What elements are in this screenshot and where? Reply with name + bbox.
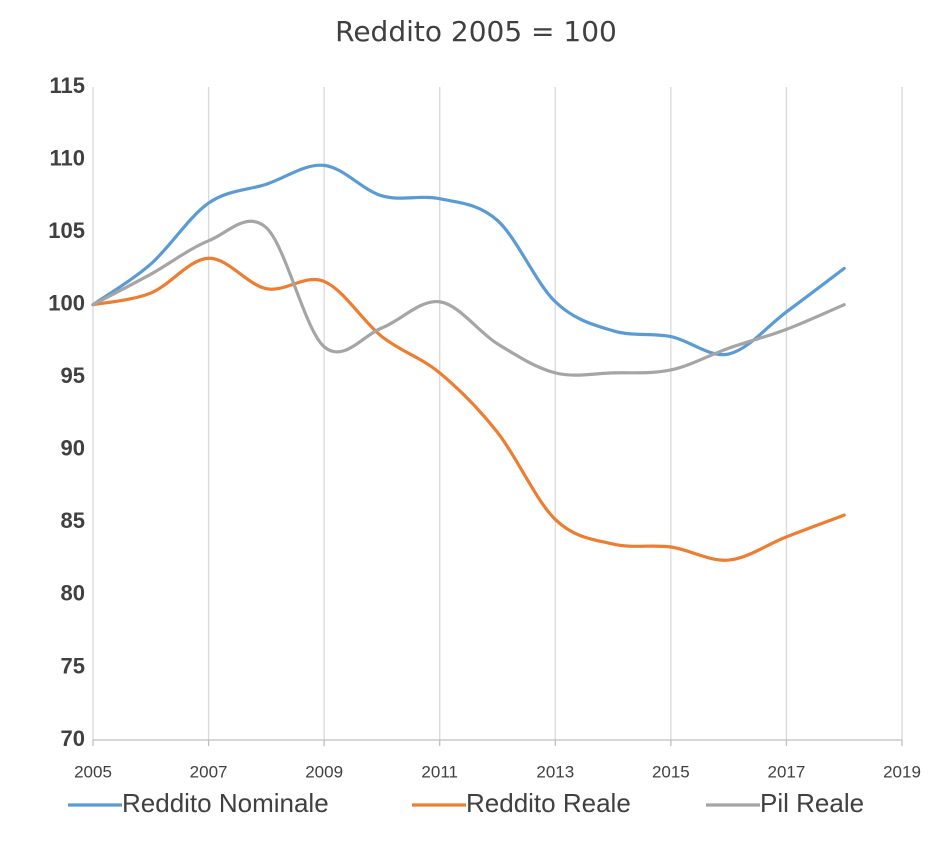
legend-label: Reddito Nominale <box>122 788 329 818</box>
x-tick-label: 2011 <box>421 762 458 781</box>
legend-label: Pil Reale <box>760 788 864 818</box>
series-line <box>91 163 846 357</box>
legend-label: Reddito Reale <box>466 788 631 818</box>
x-tick-label: 2005 <box>74 762 112 781</box>
y-tick-label: 80 <box>61 581 85 606</box>
y-tick-label: 115 <box>50 73 86 98</box>
y-tick-label: 85 <box>61 508 85 533</box>
y-tick-label: 110 <box>50 145 86 170</box>
y-tick-label: 75 <box>61 653 85 678</box>
series-line <box>91 219 846 377</box>
y-tick-label: 100 <box>48 290 85 315</box>
x-tick-label: 2009 <box>305 762 343 781</box>
y-tick-label: 90 <box>61 436 85 461</box>
x-tick-label: 2019 <box>883 762 921 781</box>
chart-title: Reddito 2005 = 100 <box>335 15 617 48</box>
x-tick-label: 2015 <box>652 762 690 781</box>
x-tick-label: 2013 <box>536 762 574 781</box>
y-tick-label: 70 <box>61 726 85 751</box>
y-tick-label: 95 <box>61 363 85 388</box>
x-tick-label: 2017 <box>768 762 806 781</box>
y-tick-label: 105 <box>48 218 85 243</box>
x-tick-label: 2007 <box>190 762 228 781</box>
series-line <box>91 256 846 562</box>
